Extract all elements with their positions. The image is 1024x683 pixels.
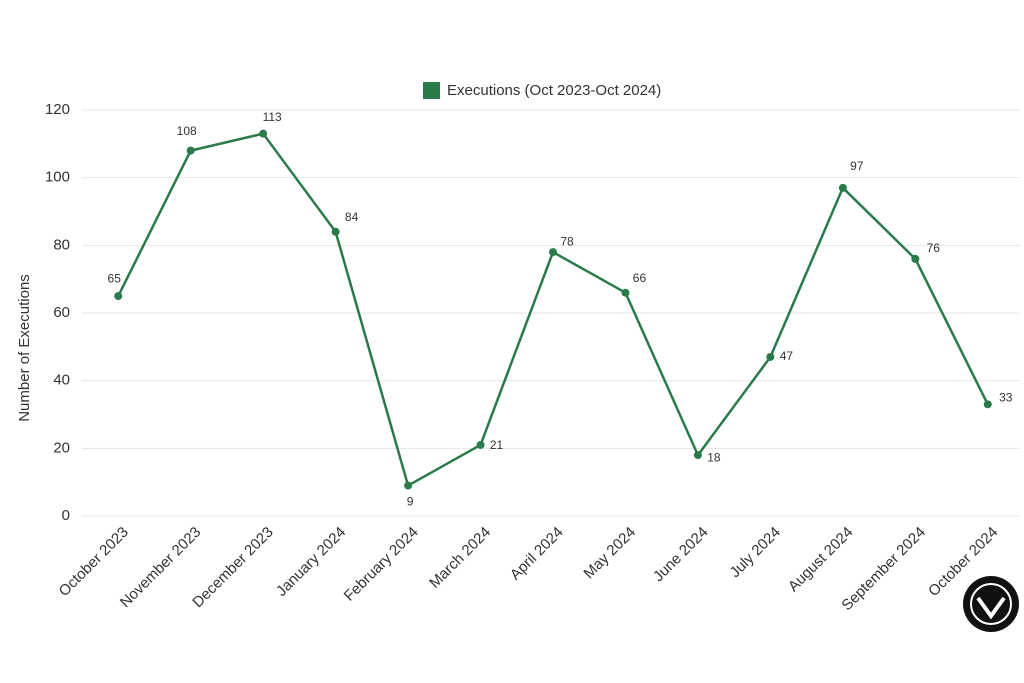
y-tick-label: 20: [53, 439, 70, 456]
grid: [82, 109, 1020, 517]
x-tick-label: January 2024: [273, 524, 349, 600]
y-tick-label: 0: [62, 507, 70, 524]
y-tick-label: 100: [45, 169, 70, 186]
x-tick-label: April 2024: [507, 524, 567, 584]
data-label: 9: [407, 495, 414, 509]
y-axis-label: Number of Executions: [16, 274, 33, 422]
data-label: 78: [560, 234, 574, 248]
point: [911, 254, 920, 263]
data-label: 18: [707, 450, 721, 464]
point: [331, 227, 340, 236]
data-label: 84: [345, 210, 359, 224]
point: [766, 352, 775, 361]
point: [693, 451, 702, 460]
data-label: 47: [780, 349, 794, 363]
x-tick-label: July 2024: [727, 524, 784, 581]
point: [114, 292, 123, 301]
point: [186, 146, 195, 155]
legend-swatch: [423, 82, 440, 99]
logo-mark: [976, 596, 1006, 620]
y-tick-label: 80: [53, 236, 70, 253]
data-label: 21: [490, 438, 504, 452]
y-tick-label: 40: [53, 372, 70, 389]
x-tick-label: October 2023: [56, 524, 132, 600]
data-label: 76: [927, 241, 941, 255]
point: [549, 248, 557, 257]
legend-label: Executions (Oct 2023-Oct 2024): [447, 82, 661, 99]
x-tick-label: May 2024: [580, 524, 639, 583]
data-label: 108: [177, 124, 197, 138]
data-label: 97: [850, 159, 864, 173]
data-label: 113: [263, 110, 282, 124]
y-tick-label: 120: [45, 101, 70, 118]
legend: Executions (Oct 2023-Oct 2024): [423, 82, 661, 99]
data-label: 65: [108, 271, 122, 285]
point: [476, 440, 485, 449]
point: [259, 129, 268, 138]
point: [838, 183, 847, 192]
y-tick-label: 60: [53, 304, 70, 321]
x-tick-label: February 2024: [341, 524, 422, 605]
point: [983, 400, 992, 409]
point: [621, 288, 630, 297]
x-tick-label: August 2024: [785, 524, 857, 596]
logo: [963, 576, 1019, 632]
data-label: 33: [999, 391, 1013, 405]
point: [404, 481, 413, 490]
x-tick-label: March 2024: [426, 524, 494, 592]
x-tick-label: June 2024: [650, 524, 712, 586]
line: [117, 132, 989, 487]
data-label: 66: [633, 271, 647, 285]
logo-ring: [970, 583, 1012, 625]
